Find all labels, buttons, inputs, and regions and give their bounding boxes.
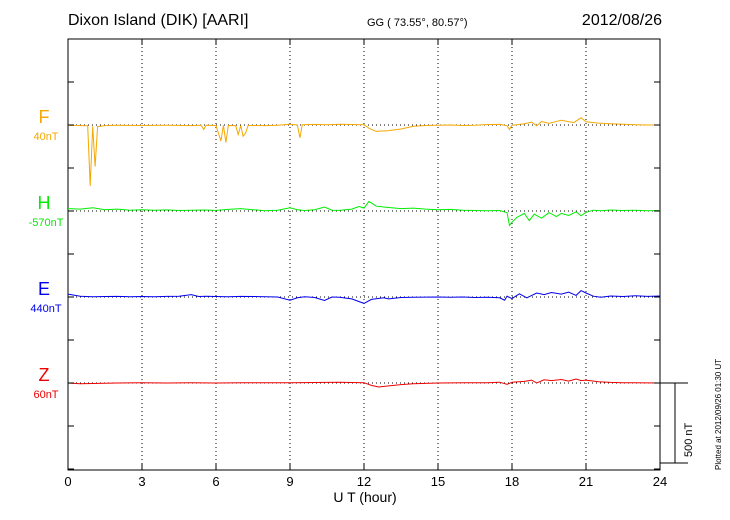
scale-bar-label: 500 nT [683, 422, 695, 457]
series-line-H [67, 200, 661, 227]
scale-bar: 500 nT [660, 382, 695, 464]
channel-baseline-H: -570nT [29, 217, 64, 229]
x-tick-label: 21 [579, 474, 593, 489]
x-tick-label: 24 [653, 474, 667, 489]
series-line-F [67, 117, 660, 186]
grid [68, 39, 660, 470]
x-tick-label: 15 [431, 474, 445, 489]
x-axis-label: U T (hour) [0, 489, 730, 505]
channel-baseline-E: 440nT [30, 303, 61, 315]
channel-baseline-Z: 60nT [33, 389, 58, 401]
x-axis-ticks: 0 3 6 9 12 15 18 21 24 [64, 39, 667, 489]
series-line-E [67, 289, 661, 304]
x-tick-label: 12 [357, 474, 371, 489]
x-axis-label-text: U T (hour) [333, 489, 397, 505]
station-title: Dixon Island (DIK) [AARI] [68, 12, 249, 29]
channel-baseline-F: 40nT [33, 131, 58, 143]
station-coordinates: GG ( 73.55°, 80.57°) [367, 17, 468, 29]
channel-letter-Z: Z [39, 365, 50, 385]
x-tick-label: 0 [64, 474, 71, 489]
x-tick-label: 6 [212, 474, 219, 489]
channel-letter-H: H [38, 193, 51, 213]
date-label: 2012/08/26 [581, 12, 662, 29]
x-tick-label: 3 [138, 474, 145, 489]
series-line-Z [67, 378, 661, 388]
x-tick-label: 9 [286, 474, 293, 489]
channel-letter-E: E [38, 279, 50, 299]
x-tick-label: 18 [505, 474, 519, 489]
channel-letter-F: F [39, 107, 50, 127]
plotted-timestamp: Plotted at 2012/09/26 01:30 UT [714, 358, 723, 470]
channel-labels: F 40nT H -570nT E 440nT Z 60nT [29, 107, 64, 401]
series-layer [67, 117, 661, 388]
